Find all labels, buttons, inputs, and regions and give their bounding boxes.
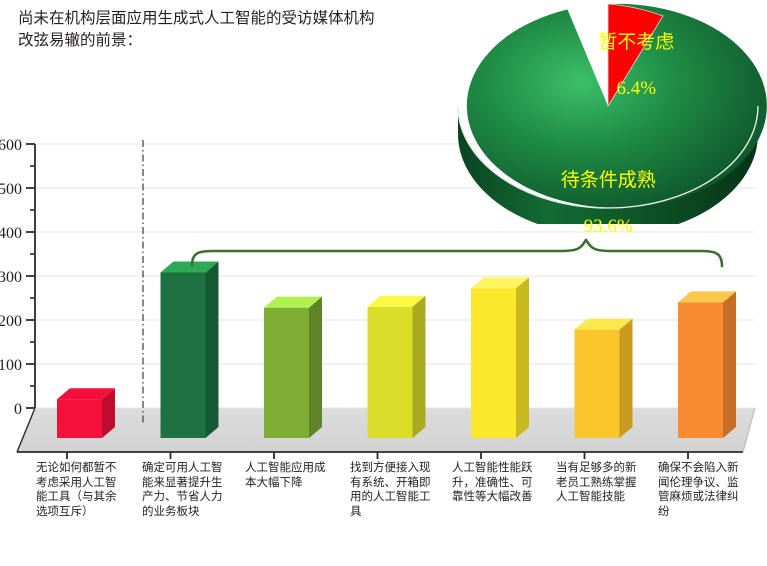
y-tick-300: 300 xyxy=(0,269,22,286)
bar-top-0 xyxy=(57,388,115,400)
bar-0 xyxy=(57,388,115,438)
pie-slice-green xyxy=(466,3,767,208)
y-tick-labels: 0 100 200 300 400 500 600 xyxy=(0,137,22,418)
bar-4 xyxy=(471,277,529,438)
pie-slice-red xyxy=(607,3,664,108)
bar-front-1 xyxy=(160,272,206,438)
bar-side-6 xyxy=(723,291,736,438)
y-axis xyxy=(26,143,36,409)
y-tick-100: 100 xyxy=(0,357,22,374)
page-title: 尚未在机构层面应用生成式人工智能的受访媒体机构 改弦易辙的前景： xyxy=(18,10,375,49)
bar-top-3 xyxy=(367,295,426,307)
bar-front-5 xyxy=(574,329,620,438)
bar-side-2 xyxy=(309,296,322,438)
pie-depth xyxy=(458,106,758,236)
bar-top-6 xyxy=(678,291,736,303)
y-tick-400: 400 xyxy=(0,225,22,242)
bar-top-5 xyxy=(574,318,633,330)
y-tick-500: 500 xyxy=(0,181,22,198)
bar-5 xyxy=(574,318,633,438)
bar-side-1 xyxy=(205,261,219,438)
pie-svg xyxy=(457,3,767,236)
x-category-label-0: 无论如何都暂不考虑采用人工智能工具（与其余选项互斥） xyxy=(36,462,117,518)
bar-series xyxy=(57,261,736,438)
bar-side-3 xyxy=(412,295,426,438)
x-category-label-2: 人工智能应用成本大幅下降 xyxy=(245,462,326,489)
bar-2 xyxy=(264,296,322,438)
bar-front-0 xyxy=(57,399,102,438)
bar-3 xyxy=(367,295,426,438)
x-category-label-5: 当有足够多的新老员工熟练掌握人工智能技能 xyxy=(556,462,637,504)
bar-1 xyxy=(160,261,219,438)
bar-side-5 xyxy=(619,318,633,438)
bar-side-0 xyxy=(102,388,115,438)
bar-6 xyxy=(678,291,736,438)
x-category-label-6: 确保不会陷入新闻伦理争议、监管麻烦或法律纠纷 xyxy=(658,462,739,518)
x-category-label-4: 人工智能性能跃升，准确性、可靠性等大幅改善 xyxy=(452,462,533,504)
y-tick-200: 200 xyxy=(0,313,22,330)
bar-top-4 xyxy=(471,277,529,289)
callout-brace xyxy=(190,238,724,268)
x-category-label-3: 找到方便接入现有系统、开箱即用的人工智能工具 xyxy=(350,462,431,518)
x-tick-marks xyxy=(66,452,689,459)
bar-front-6 xyxy=(678,302,723,438)
bar-front-4 xyxy=(471,288,516,438)
pie-chart: 暂不考虑 6.4% 待条件成熟 93.6% xyxy=(448,0,767,237)
y-tick-600: 600 xyxy=(0,137,22,154)
bar-front-3 xyxy=(367,306,413,438)
bar-front-2 xyxy=(264,307,309,438)
y-tick-0: 0 xyxy=(14,401,22,418)
x-category-label-1: 确定可用人工智能来显著提升生产力、节省人力的业务板块 xyxy=(142,462,223,518)
bar-side-4 xyxy=(516,277,529,438)
bar-top-2 xyxy=(264,296,322,308)
pie-rim-highlight xyxy=(457,105,759,209)
bar-top-1 xyxy=(160,261,219,273)
